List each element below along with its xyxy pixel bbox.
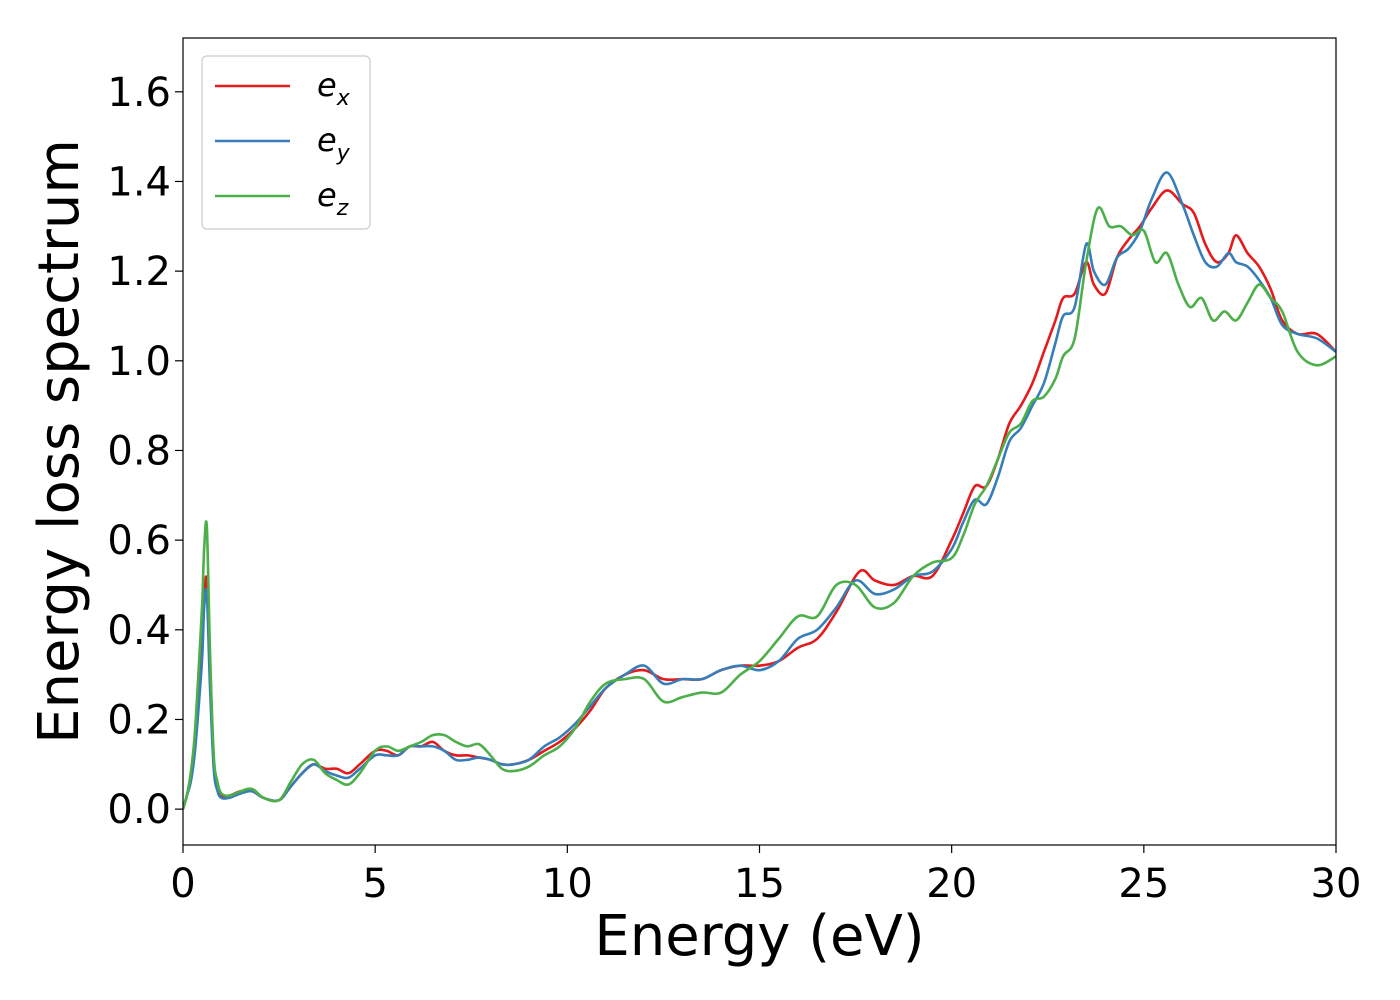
x-axis-ticks: 0 5 10 15 20 25 30 (170, 845, 1361, 907)
y-tick-label: 0.2 (107, 697, 171, 743)
y-tick-label: 1.2 (107, 249, 171, 295)
series-line-e-x (183, 189, 1336, 810)
y-tick-label: 0.0 (107, 787, 171, 833)
x-tick-label: 10 (542, 861, 593, 907)
series-line-e-z (183, 206, 1336, 810)
y-tick-label: 0.6 (107, 518, 171, 564)
x-tick-label: 25 (1118, 861, 1169, 907)
legend-label-name: e (317, 121, 337, 159)
legend-label-subscript: y (336, 141, 351, 166)
legend-label-subscript: z (336, 196, 349, 221)
y-axis-ticks: 0.0 0.2 0.4 0.6 0.8 1.0 1.2 1.4 1.6 (107, 70, 183, 833)
legend-label: ey (317, 121, 351, 166)
x-tick-label: 30 (1311, 861, 1362, 907)
legend-label: ex (317, 66, 351, 111)
plot-frame (182, 37, 1337, 846)
legend-box (201, 55, 371, 230)
x-tick-label: 20 (926, 861, 977, 907)
legend-label-name: e (317, 176, 337, 214)
y-tick-label: 0.4 (107, 608, 171, 654)
x-axis-label: Energy (eV) (594, 904, 924, 969)
y-tick-label: 0.8 (107, 428, 171, 474)
series-line-e-y (183, 171, 1336, 810)
x-tick-label: 15 (734, 861, 785, 907)
y-axis-label: Energy loss spectrum (27, 139, 92, 744)
legend-label-name: e (317, 66, 337, 104)
plot-lines (183, 171, 1336, 810)
y-tick-label: 1.6 (107, 70, 171, 116)
y-tick-label: 1.0 (107, 339, 171, 385)
legend-label: ez (317, 176, 349, 221)
legend-label-subscript: x (336, 86, 351, 111)
x-tick-label: 5 (362, 861, 387, 907)
x-tick-label: 0 (170, 861, 195, 907)
y-tick-label: 1.4 (107, 159, 171, 205)
